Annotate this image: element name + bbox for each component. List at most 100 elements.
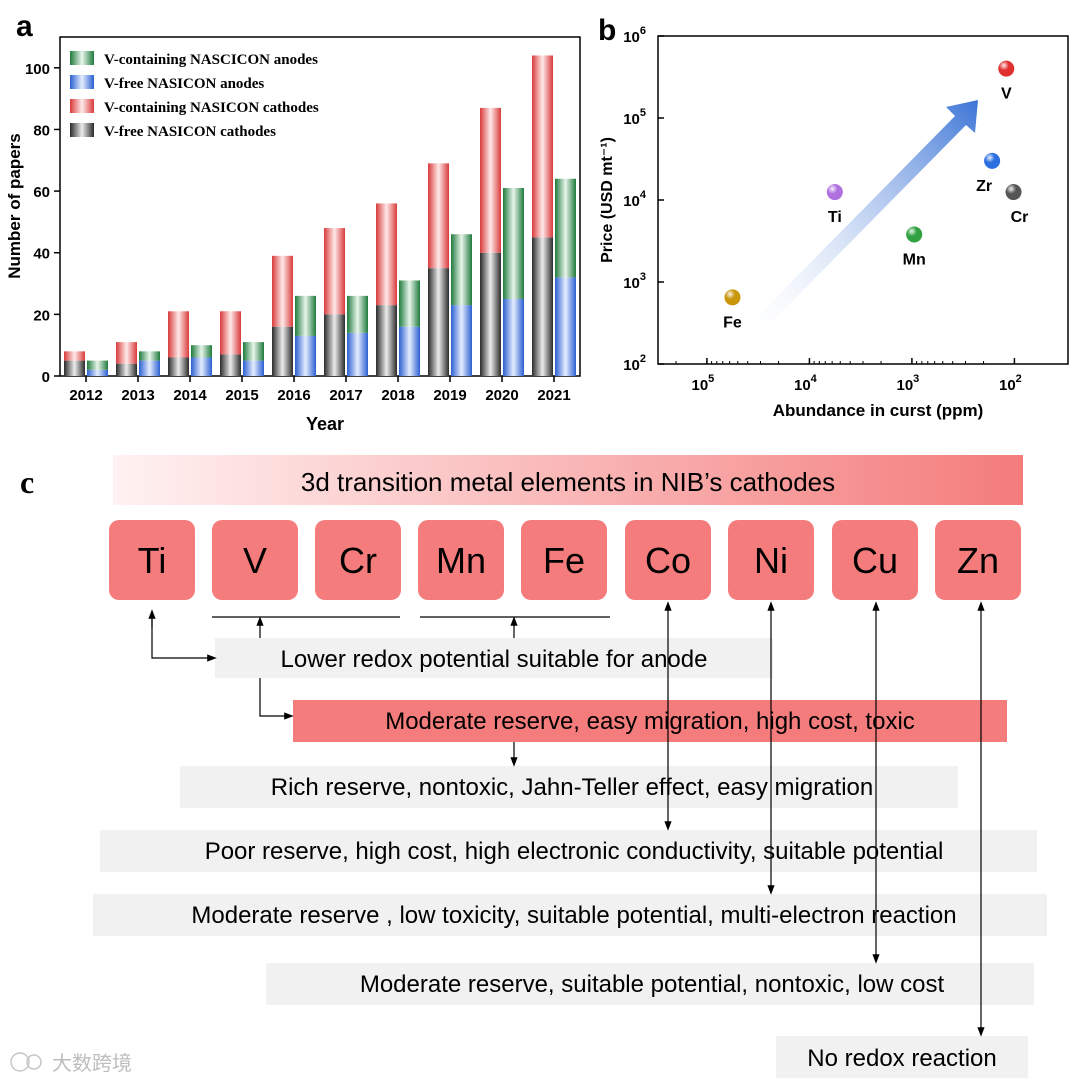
bar-cathodes-bottom [480,252,501,376]
bar-anodes-bottom [451,305,472,376]
element-tile-v [212,520,298,600]
bar-cathodes-bottom [220,354,241,376]
a-ytick-label: 80 [33,122,50,139]
panel-label-a: a [16,10,33,43]
note-ni-box [93,894,1047,936]
point-label: Ti [828,209,842,226]
bar-cathodes-bottom [272,326,293,376]
note-ni: Moderate reserve , low toxicity, suitabl… [191,902,956,929]
legend-label: V-free NASICON cathodes [104,124,276,140]
bar-cathodes-top [116,342,137,364]
element-tile-zn [935,520,1021,600]
element-tile-ti [109,520,195,600]
chart-a-frame [59,36,581,377]
bar-cathodes-top [376,203,397,306]
b-xtick-label: 104 [794,373,818,394]
note-cu: Moderate reserve, suitable potential, no… [360,971,945,998]
a-xtick-label: 2018 [381,387,414,404]
element-tile-cu [832,520,918,600]
a-xtick-label: 2017 [329,387,362,404]
watermark-icon [10,1052,30,1072]
point-highlight [724,289,741,306]
b-ytick-label: 106 [623,25,646,46]
a-ytick-label: 20 [33,307,50,324]
bar-cathodes-bottom [376,305,397,376]
bar-anodes-bottom [87,369,108,376]
note-mnfe-box [180,766,958,808]
note-vcr-box [293,700,1007,742]
bar-anodes-top [139,351,160,361]
point-highlight [984,152,1001,169]
legend-label: V-containing NASICON cathodes [104,100,319,116]
bar-cathodes-bottom [324,314,345,376]
note-zn: No redox reaction [807,1045,996,1072]
element-tile-fe [521,520,607,600]
bar-anodes-bottom [347,332,368,376]
chart-a-ylabel: Number of papers [5,133,24,278]
bar-cathodes-top [532,55,553,238]
bar-anodes-bottom [503,298,524,376]
panel-label-c: c [20,464,34,500]
a-ytick-label: 60 [33,184,50,201]
a-xtick-label: 2012 [69,387,102,404]
bar-cathodes-bottom [428,268,449,376]
legend-swatch [70,99,94,113]
panel-label-b: b [598,14,616,47]
element-symbol: Cr [339,540,377,581]
element-tile-co [625,520,711,600]
note-co: Poor reserve, high cost, high electronic… [205,838,944,865]
legend-swatch [70,123,94,137]
chart-a: 0 20 40 60 80 100 2012 2013 2014 2015 2016 2017 2018… [5,36,581,434]
bar-anodes-bottom [191,357,212,376]
a-xtick-label: 2015 [225,387,258,404]
element-symbol: Ni [754,540,788,581]
point-label: Fe [723,314,742,331]
connector-ti [151,616,217,662]
bar-cathodes-top [64,351,85,361]
element-tile-mn [418,520,504,600]
note-cu-box [266,963,1034,1005]
bar-cathodes-top [428,163,449,269]
bar-anodes-top [503,188,524,299]
bar-cathodes-bottom [168,357,189,376]
b-ytick-label: 102 [623,353,646,374]
element-symbol: Mn [436,540,486,581]
a-ytick-label: 40 [33,246,50,263]
note-vcr: Moderate reserve, easy migration, high c… [385,708,915,735]
a-xtick-label: 2013 [121,387,154,404]
b-xtick-label: 103 [896,373,919,394]
element-symbol: Fe [543,540,585,581]
bar-cathodes-bottom [64,360,85,376]
chart-b-ylabel: Price (USD mt⁻¹) [599,137,616,263]
point-label: Mn [903,251,926,268]
watermark-text: 大数跨境 [52,1052,132,1075]
trend-arrow [753,100,978,331]
a-xtick-label: 2021 [537,387,570,404]
element-tile-ni [728,520,814,600]
legend-label: V-containing NASCICON anodes [104,52,318,68]
bar-cathodes-top [272,255,293,327]
b-ytick-label: 103 [623,271,646,292]
bar-cathodes-top [324,228,345,315]
bar-cathodes-top [168,311,189,358]
bar-anodes-bottom [555,277,576,376]
a-ytick-label: 100 [25,61,50,78]
legend-swatch [70,75,94,89]
element-symbol: Ti [138,540,167,581]
point-highlight [826,184,843,201]
bar-anodes-bottom [243,360,264,376]
point-label: V [1001,86,1012,103]
banner-title: 3d transition metal elements in NIB’s ca… [301,467,835,497]
element-symbol: Zn [957,540,999,581]
a-xtick-label: 2020 [485,387,518,404]
note-ti: Lower redox potential suitable for anode [281,646,708,673]
bar-anodes-bottom [139,360,160,376]
bar-anodes-top [347,295,368,333]
banner [113,455,1023,505]
note-ti-box [215,638,773,678]
bar-anodes-bottom [399,326,420,376]
bar-anodes-top [87,360,108,370]
chart-b-xlabel: Abundance in curst (ppm) [773,401,984,420]
point-label: Zr [976,178,992,195]
legend-label: V-free NASICON anodes [104,76,264,92]
